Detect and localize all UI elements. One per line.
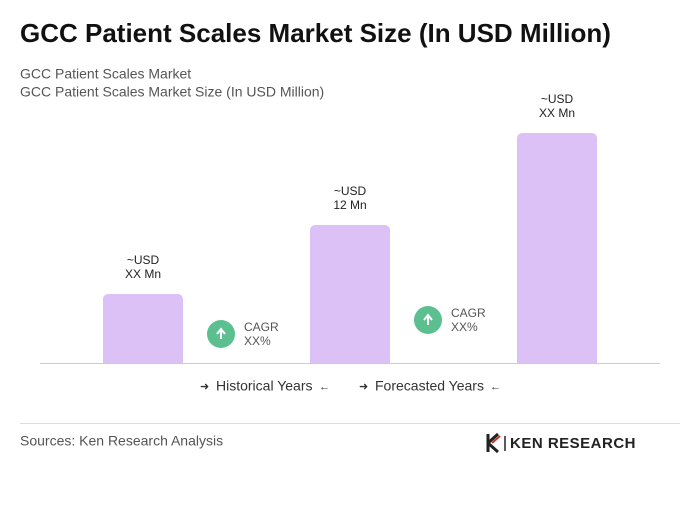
cagr-label: CAGR [244, 320, 279, 334]
cagr-label: XX% [244, 334, 271, 348]
cagr-arrow [216, 327, 226, 339]
logo-icon [491, 435, 501, 444]
logo: KEN RESEARCH [486, 432, 636, 454]
legend-label: Forecasted Years [375, 378, 484, 394]
arrow: ← [490, 381, 501, 393]
subtitle: GCC Patient Scales Market Size (In USD M… [20, 84, 324, 100]
legend-label: Historical Years [216, 378, 313, 394]
value-label: XX Mn [125, 267, 161, 281]
logo-icon [486, 432, 500, 454]
cagr-label: XX% [451, 320, 478, 334]
logo-text: KEN RESEARCH [510, 435, 636, 452]
arrow: ← [319, 381, 330, 393]
value-label: ~USD [127, 253, 160, 267]
arrow: ➜ [200, 381, 209, 393]
source: Sources: Ken Research Analysis [20, 433, 223, 449]
legend: ➜ Historical Years ← ➜ Forecasted Years … [200, 378, 501, 394]
value-label: ~USD [334, 184, 367, 198]
value-label: 12 Mn [333, 198, 366, 212]
cagr-label: CAGR [451, 306, 486, 320]
bar [310, 225, 390, 363]
value-label: ~USD [541, 92, 574, 106]
arrow: ➜ [359, 381, 368, 393]
bar [103, 294, 183, 363]
chart-title: GCC Patient Scales Market Size (In USD M… [20, 18, 611, 48]
subtitle: GCC Patient Scales Market [20, 66, 191, 82]
value-label: XX Mn [539, 106, 575, 120]
bar [517, 133, 597, 363]
cagr-arrow [423, 313, 433, 325]
